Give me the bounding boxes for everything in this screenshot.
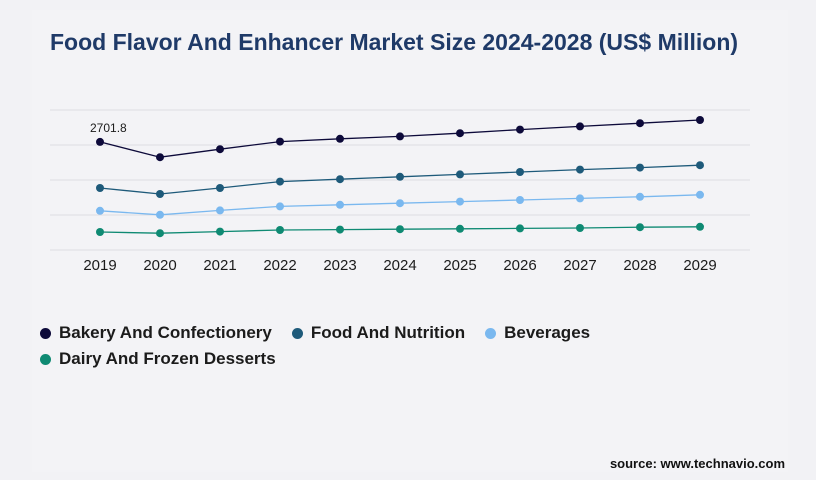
- data-point: [696, 190, 704, 199]
- data-point: [396, 199, 404, 208]
- data-point: [516, 224, 524, 233]
- chart-panel: [32, 10, 788, 472]
- x-tick-label: 2026: [503, 257, 536, 274]
- data-point: [156, 153, 164, 162]
- data-point: [456, 197, 464, 206]
- data-point: [336, 200, 344, 209]
- x-tick-label: 2029: [683, 257, 716, 274]
- data-point: [216, 184, 224, 192]
- data-point: [456, 170, 464, 179]
- data-point: [156, 229, 164, 238]
- x-tick-label: 2023: [323, 257, 356, 274]
- legend-item: Food And Nutrition: [291, 322, 466, 344]
- legend-marker: [40, 327, 51, 339]
- data-point: [216, 145, 224, 154]
- x-tick-label: 2022: [263, 257, 296, 274]
- data-point: [576, 165, 584, 174]
- legend-label: Beverages: [504, 323, 591, 342]
- x-tick-label: 2025: [443, 257, 476, 274]
- x-tick-label: 2020: [143, 257, 176, 274]
- data-point: [696, 116, 704, 124]
- x-tick-label: 2028: [623, 257, 656, 274]
- x-tick-label: 2019: [83, 257, 116, 274]
- data-point: [276, 202, 284, 211]
- data-point: [576, 194, 584, 203]
- data-point: [396, 225, 404, 234]
- source-note: source: www.technavio.com: [609, 456, 785, 471]
- legend-label: Dairy And Frozen Desserts: [59, 349, 276, 368]
- data-point: [636, 223, 644, 232]
- data-point: [336, 225, 344, 234]
- data-point: [396, 132, 404, 141]
- data-point: [336, 134, 344, 143]
- data-point: [216, 206, 224, 215]
- data-point: [216, 227, 224, 236]
- data-point: [636, 119, 644, 128]
- data-point: [576, 122, 584, 131]
- legend-marker: [291, 327, 303, 339]
- x-tick-label: 2021: [203, 257, 236, 274]
- legend-item: Dairy And Frozen Desserts: [40, 348, 276, 370]
- data-point: [576, 224, 584, 232]
- data-point: [516, 168, 524, 176]
- legend-item: Beverages: [485, 322, 590, 344]
- legend-marker: [485, 327, 497, 339]
- legend-item: Bakery And Confectionery: [40, 322, 272, 344]
- data-point: [636, 163, 644, 172]
- data-point: [456, 224, 464, 233]
- chart-title: Food Flavor And Enhancer Market Size 202…: [50, 29, 739, 55]
- data-point: [696, 222, 704, 231]
- legend-marker: [40, 353, 51, 365]
- data-point: [96, 137, 104, 146]
- legend-label: Bakery And Confectionery: [59, 323, 272, 342]
- data-point: [156, 190, 164, 198]
- data-point: [276, 226, 284, 234]
- x-tick-label: 2027: [563, 257, 596, 274]
- legend: Bakery And Confectionery Food And Nutriti…: [40, 322, 640, 370]
- data-point: [156, 210, 164, 219]
- data-point: [96, 184, 104, 192]
- data-point: [96, 206, 104, 215]
- data-point: [456, 129, 464, 138]
- legend-label: Food And Nutrition: [310, 323, 466, 342]
- data-point: [96, 228, 104, 236]
- data-point: [696, 161, 704, 170]
- data-label: 2701.8: [90, 121, 127, 135]
- data-point: [276, 177, 284, 186]
- x-tick-label: 2024: [383, 257, 416, 274]
- data-point: [516, 196, 524, 204]
- data-point: [336, 175, 344, 184]
- data-point: [276, 137, 284, 146]
- data-point: [396, 172, 404, 181]
- data-point: [636, 192, 644, 201]
- data-point: [516, 125, 524, 134]
